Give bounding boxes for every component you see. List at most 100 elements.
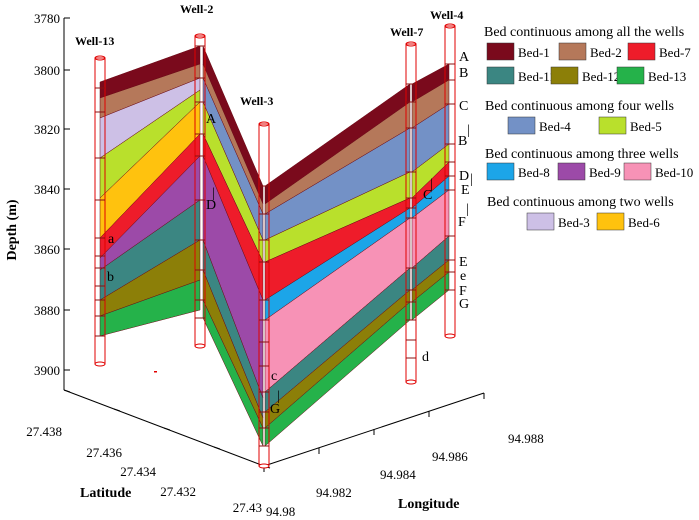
legend-label-bed-8: Bed-8 [518, 165, 550, 180]
legend-label-bed-1: Bed-1 [518, 45, 550, 60]
marker-B: B [459, 66, 468, 81]
marker-F: F [459, 284, 467, 299]
marker-C-prime: C [423, 188, 432, 203]
well-2-label: Well-2 [180, 2, 213, 16]
latitude-tick-label: 27.434 [120, 464, 156, 479]
well-3-label: Well-3 [240, 94, 273, 108]
well-4-bore [444, 23, 456, 339]
latitude-tick-labels: 27.438 27.436 27.434 27.432 27.43 [26, 424, 262, 515]
legend-label-bed-10: Bed-10 [655, 165, 693, 180]
well-13-label: Well-13 [75, 34, 114, 48]
marker-e: e [460, 269, 466, 284]
marker-A: A [459, 50, 470, 65]
longitude-tick-label: 94.98 [266, 504, 295, 519]
depth-tick-label: 3860 [34, 242, 60, 257]
depth-tick-label: 3880 [34, 303, 60, 318]
latitude-axis-title: Latitude [80, 486, 131, 501]
latitude-tick-label: 27.436 [86, 445, 122, 460]
legend-label-bed-7: Bed-7 [659, 45, 691, 60]
legend-swatch-bed-2 [558, 42, 587, 61]
marker-a: a [108, 232, 115, 247]
marker-G-prime: G [270, 402, 280, 417]
longitude-tick-label: 94.986 [432, 449, 468, 464]
legend-title-three: Bed continuous among three wells [485, 147, 679, 162]
marker-letters: A B C B | D E | F | E e F G C | d A D | … [107, 50, 473, 417]
latitude-ticks [63, 389, 271, 469]
legend-title-all: Bed continuous among all the wells [484, 25, 684, 40]
well-13-bore [94, 55, 106, 367]
longitude-tick-label: 94.984 [380, 467, 416, 482]
longitude-ticks [263, 393, 485, 472]
legend-label-bed-9: Bed-9 [589, 165, 621, 180]
well-4-label: Well-4 [430, 8, 463, 22]
prime-mark: | [466, 202, 469, 217]
well-2-bore [194, 33, 206, 349]
marker-E: E [459, 255, 468, 270]
legend-swatch-bed-3 [526, 212, 555, 231]
legend-swatch-bed-9 [557, 162, 586, 181]
prime-mark: | [277, 389, 280, 404]
legend: Bed continuous among all the wells Bed-1… [484, 25, 693, 231]
legend-label-bed-11: Bed-11 [518, 69, 556, 84]
legend-swatch-bed-11 [486, 66, 515, 85]
latitude-tick-label: 27.43 [233, 500, 262, 515]
depth-tick-label: 3780 [34, 11, 60, 26]
marker-D: D [459, 169, 469, 184]
legend-swatch-bed-12 [550, 66, 579, 85]
legend-swatch-bed-7 [627, 42, 656, 61]
longitude-tick-labels: 94.98 94.982 94.984 94.986 94.988 [266, 431, 544, 519]
depth-tick-label: 3840 [34, 182, 60, 197]
panel-well2-well3 [202, 45, 264, 447]
latitude-tick-label: 27.438 [26, 424, 62, 439]
stray-mark [154, 371, 157, 373]
marker-C: C [459, 99, 468, 114]
longitude-axis-title: Longitude [398, 497, 459, 512]
well-7-label: Well-7 [390, 25, 423, 39]
depth-tick-label: 3900 [34, 363, 60, 378]
legend-label-bed-13: Bed-13 [648, 69, 686, 84]
legend-label-bed-12: Bed-12 [582, 69, 620, 84]
prime-mark: | [430, 177, 433, 192]
legend-label-bed-4: Bed-4 [539, 119, 571, 134]
marker-D-prime: D [206, 198, 216, 213]
legend-swatch-bed-1 [486, 42, 515, 61]
marker-G: G [459, 297, 469, 312]
prime-mark: | [212, 186, 215, 201]
panel-well7-well4 [411, 63, 450, 321]
latitude-tick-label: 27.432 [160, 484, 196, 499]
panel-well3-well7 [264, 83, 411, 447]
depth-tick-labels: 3780 3800 3820 3840 3860 3880 3900 [34, 11, 60, 378]
legend-label-bed-5: Bed-5 [630, 119, 662, 134]
marker-b: b [107, 270, 114, 285]
prime-mark: | [467, 123, 470, 138]
well-7-bore [405, 41, 417, 385]
longitude-tick-label: 94.982 [316, 485, 352, 500]
legend-swatch-bed-10 [623, 162, 652, 181]
marker-d: d [422, 350, 429, 365]
depth-tick-label: 3820 [34, 122, 60, 137]
legend-title-two: Bed continuous among two wells [487, 195, 674, 210]
marker-c: c [271, 369, 277, 384]
marker-E-prime: E [461, 183, 470, 198]
legend-swatch-bed-13 [616, 66, 645, 85]
legend-swatch-bed-5 [598, 116, 627, 135]
bed-13-band [99, 279, 201, 337]
legend-label-bed-2: Bed-2 [590, 45, 622, 60]
legend-label-bed-6: Bed-6 [628, 215, 660, 230]
prime-mark: | [470, 172, 473, 187]
depth-ticks [64, 17, 70, 371]
legend-title-four: Bed continuous among four wells [485, 99, 674, 114]
legend-swatch-bed-6 [596, 212, 625, 231]
marker-A-prime: A [206, 112, 217, 127]
depth-tick-label: 3800 [34, 63, 60, 78]
legend-swatch-bed-8 [486, 162, 515, 181]
depth-axis-title: Depth (m) [5, 199, 20, 260]
panel-well13-well2 [99, 45, 201, 337]
marker-F-prime: F [458, 215, 466, 230]
well-3-bore [258, 121, 270, 469]
marker-B-prime: B [458, 134, 467, 149]
legend-swatch-bed-4 [507, 116, 536, 135]
longitude-tick-label: 94.988 [508, 431, 544, 446]
